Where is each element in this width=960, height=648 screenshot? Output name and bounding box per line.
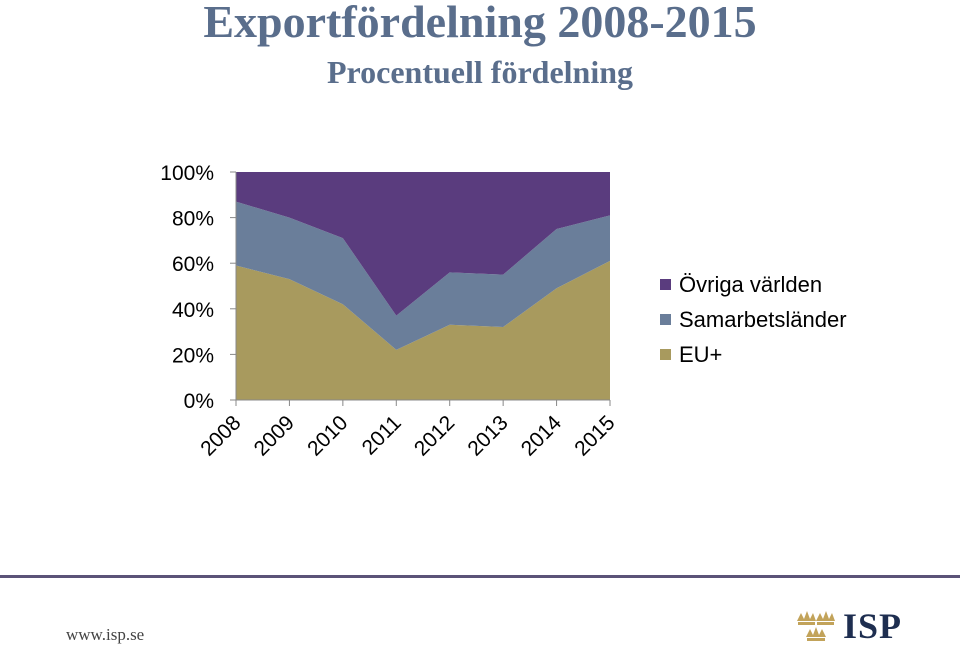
y-tick-label: 60% — [172, 253, 214, 276]
y-tick-label: 0% — [184, 390, 214, 413]
x-tick-label: 2014 — [517, 411, 567, 461]
crowns-icon — [797, 611, 835, 641]
y-tick-label: 20% — [172, 344, 214, 367]
x-tick-label: 2015 — [570, 411, 619, 460]
chart-legend: Övriga världen Samarbetsländer EU+ — [660, 267, 847, 372]
isp-logo: ISP — [795, 606, 902, 646]
x-tick-label: 2008 — [196, 411, 245, 460]
page-subtitle: Procentuell fördelning — [326, 54, 634, 90]
logo-text: ISP — [843, 606, 903, 646]
y-tick-label: 100% — [160, 162, 214, 185]
area-series-2 — [236, 172, 610, 316]
footer-divider — [0, 575, 960, 578]
legend-label: Övriga världen — [679, 271, 823, 297]
legend-label: EU+ — [679, 341, 723, 367]
legend-label: Samarbetsländer — [679, 306, 847, 332]
x-tick-label: 2010 — [303, 411, 352, 460]
page-title: Exportfördelning 2008-2015 — [203, 0, 757, 47]
x-tick-label: 2012 — [410, 411, 459, 460]
legend-item-ovriga: Övriga världen — [660, 267, 847, 302]
x-tick-label: 2013 — [463, 411, 512, 460]
x-tick-label: 2009 — [250, 411, 299, 460]
legend-swatch — [660, 349, 671, 360]
area-series-0 — [236, 260, 610, 400]
legend-item-eu: EU+ — [660, 337, 847, 372]
legend-item-samarbetslander: Samarbetsländer — [660, 302, 847, 337]
footer-url: www.isp.se — [66, 625, 145, 644]
x-tick-label: 2011 — [358, 411, 406, 459]
legend-swatch — [660, 314, 671, 325]
legend-swatch — [660, 279, 671, 290]
area-series-1 — [236, 201, 610, 350]
y-tick-label: 40% — [172, 299, 214, 322]
y-tick-label: 80% — [172, 208, 214, 231]
